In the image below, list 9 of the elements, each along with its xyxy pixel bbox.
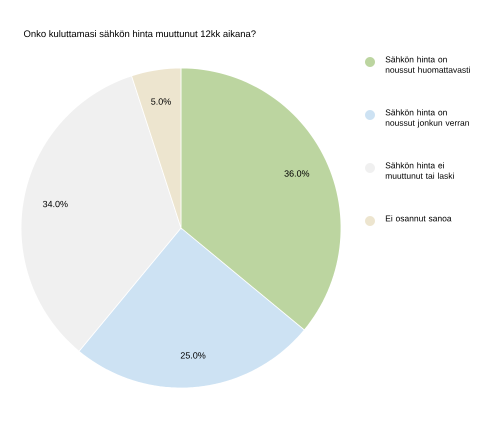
chart-title: Onko kuluttamasi sähkön hinta muuttunut 12kk aikana? xyxy=(24,30,256,38)
data-label: 25.0% xyxy=(180,352,206,359)
legend-label: Sähkön hinta on noussut huomattavasti xyxy=(386,56,470,73)
legend-label: Ei osannut sanoa xyxy=(386,215,452,222)
legend-label: Sähkön hinta ei muuttunut tai laski xyxy=(386,162,454,179)
data-label: 5.0% xyxy=(151,98,171,105)
data-label: 34.0% xyxy=(42,200,68,208)
legend-label: Sähkön hinta on noussut jonkun verran xyxy=(386,109,469,128)
data-label: 36.0% xyxy=(284,170,310,177)
